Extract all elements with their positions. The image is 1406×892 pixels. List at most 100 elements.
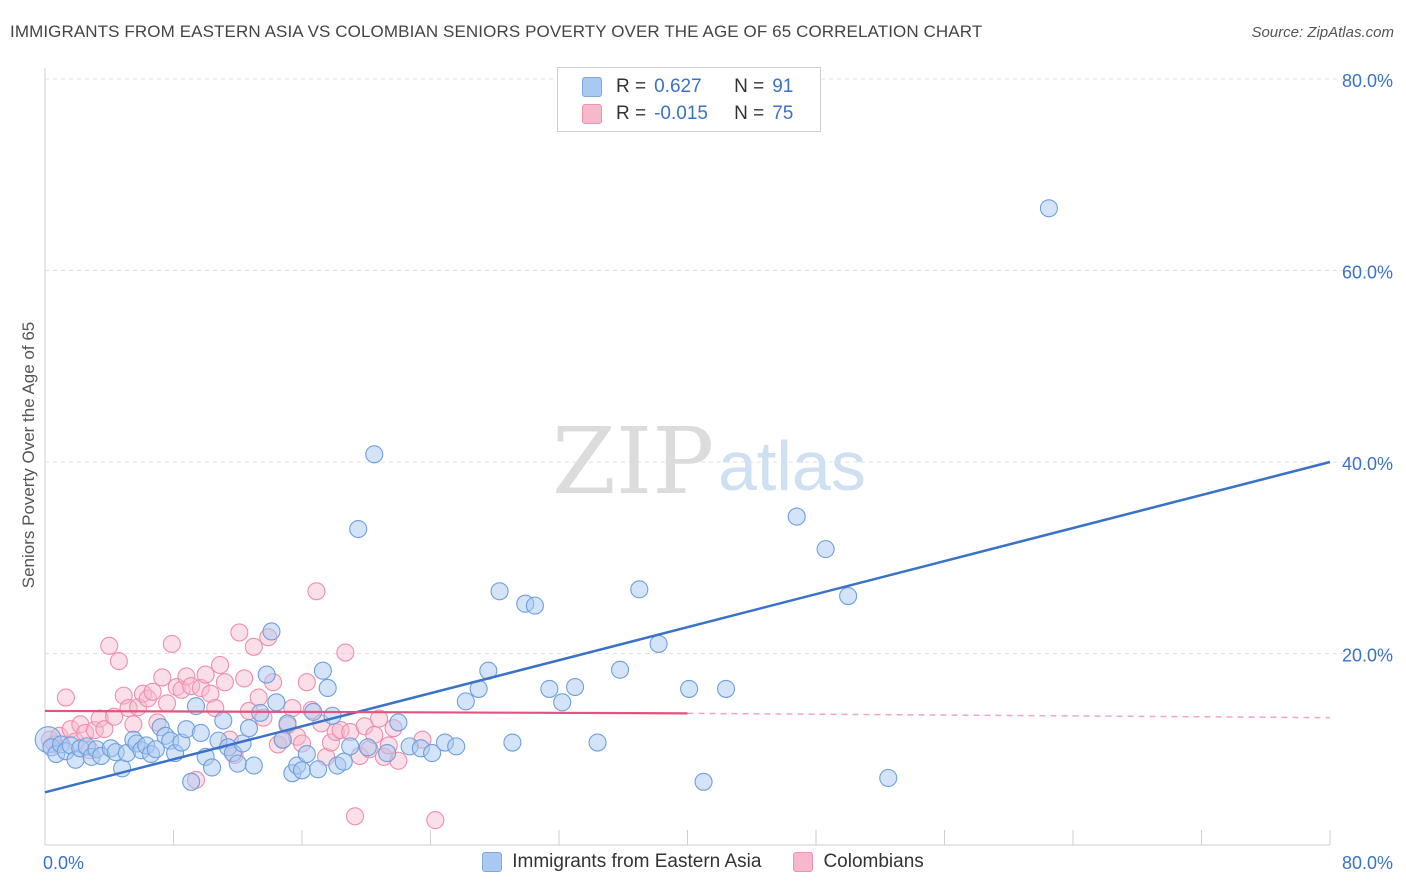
data-point-colombians: [105, 707, 124, 726]
data-point-eastern-asia: [680, 679, 699, 698]
data-point-eastern-asia: [610, 660, 630, 679]
data-point-eastern-asia: [378, 744, 397, 763]
data-point-eastern-asia: [1039, 199, 1058, 218]
data-point-colombians: [177, 667, 196, 686]
series-swatch-blue: [482, 852, 503, 872]
data-point-eastern-asia: [267, 693, 286, 712]
data-point-eastern-asia: [365, 445, 384, 464]
axes: [44, 68, 1331, 846]
data-point-eastern-asia: [239, 719, 259, 738]
data-point-eastern-asia: [292, 761, 312, 780]
data-point-colombians: [211, 655, 230, 675]
data-point-eastern-asia: [262, 622, 281, 641]
data-point-eastern-asia: [716, 679, 736, 698]
data-point-eastern-asia: [423, 744, 442, 763]
data-point-eastern-asia: [182, 772, 201, 791]
data-point-eastern-asia: [146, 740, 165, 759]
data-point-eastern-asia: [525, 596, 544, 615]
data-point-colombians: [345, 807, 365, 826]
data-point-colombians: [370, 709, 389, 728]
data-point-eastern-asia: [447, 737, 466, 756]
series-legend-label: Colombians: [823, 851, 924, 872]
data-point-colombians: [249, 688, 268, 707]
data-point-colombians: [124, 715, 143, 734]
data-point-colombians: [158, 694, 177, 713]
data-point-eastern-asia: [588, 733, 607, 752]
data-point-eastern-asia: [309, 760, 328, 779]
series-legend-eastern-asia[interactable]: Immigrants from Eastern Asia: [482, 851, 761, 873]
data-point-colombians: [321, 733, 340, 752]
data-point-eastern-asia: [503, 733, 522, 752]
data-point-eastern-asia: [358, 738, 377, 757]
data-point-colombians: [56, 688, 75, 707]
data-point-colombians: [109, 652, 128, 671]
data-point-eastern-asia: [553, 693, 572, 712]
data-point-colombians: [201, 684, 220, 703]
chart-title: IMMIGRANTS FROM EASTERN ASIA VS COLOMBIA…: [10, 22, 983, 41]
data-point-eastern-asia: [297, 744, 316, 764]
legend-r-value: 0.627: [654, 76, 702, 97]
data-point-eastern-asia: [313, 661, 332, 680]
data-point-colombians: [196, 665, 215, 684]
trend-line-colombians-extension: [687, 712, 1331, 719]
legend-n-label: N =: [734, 76, 765, 97]
data-point-eastern-asia: [540, 679, 559, 698]
source-label: Source: ZipAtlas.com: [1251, 24, 1394, 41]
data-point-colombians: [307, 582, 326, 601]
correlation-legend: R = 0.627 N = 91 R = -0.015 N = 75: [557, 67, 821, 132]
data-point-colombians: [191, 678, 210, 698]
y-axis-label: Seniors Poverty Over the Age of 65: [19, 322, 38, 588]
data-point-eastern-asia: [389, 713, 408, 732]
data-point-colombians: [235, 669, 254, 688]
data-point-colombians: [215, 673, 234, 692]
trend-line-eastern-asia: [44, 460, 1331, 794]
data-point-eastern-asia: [349, 519, 368, 539]
legend-n-label: N =: [734, 103, 765, 124]
legend-r-value: -0.015: [654, 103, 708, 124]
data-point-eastern-asia: [318, 678, 337, 698]
legend-n-value: 75: [772, 103, 794, 124]
eastern-asia-points: [34, 199, 1058, 791]
x-tick-label: 0.0%: [43, 853, 84, 873]
data-point-eastern-asia: [839, 586, 858, 606]
data-point-colombians: [244, 637, 263, 656]
data-point-eastern-asia: [566, 677, 585, 697]
data-point-colombians: [426, 811, 445, 830]
series-legend-colombians[interactable]: Colombians: [793, 851, 924, 873]
watermark: ZIP atlas: [552, 408, 866, 515]
y-tick-label: 60.0%: [1342, 263, 1393, 283]
data-point-eastern-asia: [244, 756, 263, 775]
data-point-colombians: [85, 721, 104, 740]
legend-swatch-blue: [582, 77, 602, 97]
data-point-eastern-asia: [334, 752, 353, 771]
legend-row-eastern-asia: R = 0.627 N = 91: [582, 75, 793, 99]
trend-line-colombians: [44, 709, 688, 715]
data-point-colombians: [153, 668, 172, 687]
legend-r-label: R =: [616, 76, 647, 97]
data-point-eastern-asia: [630, 580, 649, 599]
data-point-colombians: [230, 623, 249, 642]
watermark-zip-text: ZIP: [552, 408, 714, 515]
y-tick-label: 80.0%: [1342, 71, 1393, 91]
data-point-colombians: [95, 720, 114, 739]
data-point-eastern-asia: [214, 711, 233, 730]
grid-lines: [45, 78, 1392, 654]
data-point-eastern-asia: [649, 634, 668, 653]
legend-r-label: R =: [616, 103, 647, 124]
data-point-eastern-asia: [490, 582, 509, 601]
data-point-eastern-asia: [879, 768, 898, 788]
data-point-eastern-asia: [694, 772, 713, 791]
data-point-eastern-asia: [191, 723, 210, 743]
legend-swatch-pink: [582, 104, 602, 124]
data-point-eastern-asia: [228, 754, 247, 773]
data-point-colombians: [143, 682, 162, 701]
series-swatch-pink: [793, 852, 814, 872]
series-legend: Immigrants from Eastern Asia Colombians: [0, 851, 1406, 873]
data-point-eastern-asia: [456, 692, 475, 711]
y-tick-label: 20.0%: [1342, 646, 1393, 666]
series-legend-label: Immigrants from Eastern Asia: [512, 851, 762, 872]
data-point-eastern-asia: [341, 737, 360, 756]
data-point-colombians: [172, 680, 191, 699]
data-point-eastern-asia: [203, 758, 222, 777]
data-point-eastern-asia: [787, 507, 806, 526]
